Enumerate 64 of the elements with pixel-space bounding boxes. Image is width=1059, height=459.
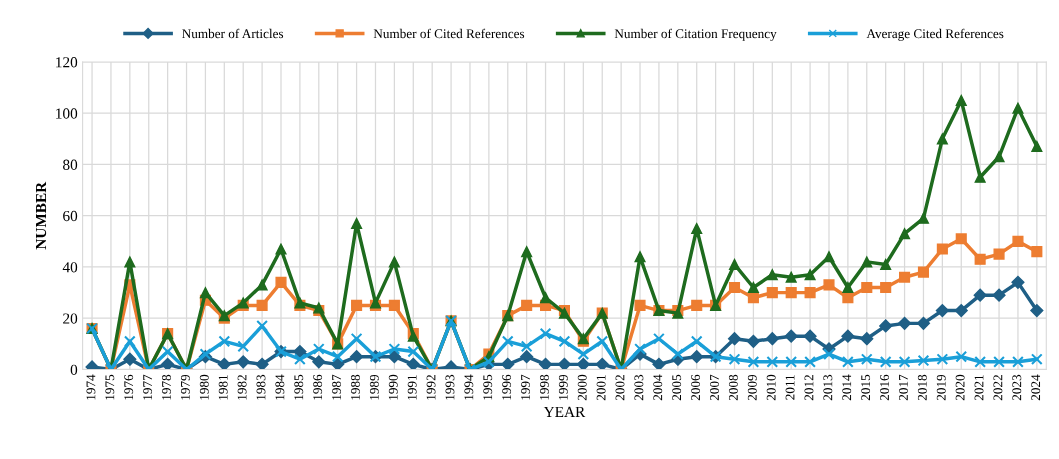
x-tick-label: 2001 bbox=[596, 375, 606, 401]
x-tick-label: 1999 bbox=[558, 374, 568, 400]
x-tick-label: 1989 bbox=[369, 374, 379, 400]
x-tick-label: 1994 bbox=[464, 374, 474, 400]
y-tick-label: 40 bbox=[62, 262, 78, 273]
x-tick-label: 2009 bbox=[747, 374, 757, 401]
y-tick-label: 120 bbox=[56, 57, 78, 68]
x-tick-label: 2023 bbox=[1012, 374, 1022, 401]
x-tick-label: 2013 bbox=[823, 374, 833, 401]
x-tick-label: 1986 bbox=[313, 374, 323, 400]
x-tick-label: 1993 bbox=[445, 374, 455, 400]
x-tick-label: 2007 bbox=[710, 374, 719, 401]
x-tick-label: 2015 bbox=[861, 374, 871, 401]
x-tick-label: 2008 bbox=[728, 374, 738, 401]
y-tick-label: 100 bbox=[56, 108, 78, 119]
x-tick-label: 2002 bbox=[615, 375, 625, 401]
x-tick-label: 2021 bbox=[974, 375, 984, 401]
x-tick-label: 2003 bbox=[634, 374, 644, 401]
x-tick-label: 2019 bbox=[936, 374, 946, 401]
x-tick-label: 2012 bbox=[804, 375, 814, 401]
legend-label: Number of Citation Frequency bbox=[614, 28, 777, 41]
legend-label: Number of Cited References bbox=[373, 28, 525, 39]
x-tick-label: 1975 bbox=[105, 374, 115, 400]
x-tick-label: 2000 bbox=[577, 374, 587, 401]
x-tick-label: 2011 bbox=[785, 375, 795, 400]
x-tick-label: 2006 bbox=[691, 374, 701, 401]
x-tick-label: 1998 bbox=[539, 374, 549, 400]
x-tick-label: 2014 bbox=[842, 374, 852, 401]
legend-label: Number of Articles bbox=[182, 28, 284, 39]
x-tick-label: 1977 bbox=[143, 374, 153, 400]
x-tick-label: 1991 bbox=[407, 375, 417, 400]
y-axis-title: NUMBER bbox=[36, 181, 47, 250]
x-tick-label: 1983 bbox=[256, 374, 266, 400]
x-tick-label: 1981 bbox=[218, 375, 228, 400]
x-tick-label: 2020 bbox=[955, 374, 965, 401]
x-tick-label: 2018 bbox=[917, 374, 927, 401]
y-tick-label: 60 bbox=[63, 210, 78, 222]
x-tick-label: 1980 bbox=[199, 374, 209, 400]
x-tick-label: 1982 bbox=[237, 375, 247, 400]
x-tick-label: 1988 bbox=[350, 374, 360, 400]
x-tick-label: 2004 bbox=[653, 374, 663, 401]
x-tick-label: 1995 bbox=[483, 374, 493, 400]
x-tick-label: 2005 bbox=[672, 374, 682, 401]
y-tick-label: 20 bbox=[63, 313, 78, 324]
x-axis-title: YEAR bbox=[543, 406, 586, 417]
y-tick-label: 80 bbox=[63, 159, 78, 170]
x-tick-label: 2016 bbox=[880, 374, 889, 401]
x-tick-label: 1979 bbox=[180, 374, 190, 400]
x-tick-label: 2010 bbox=[766, 374, 776, 401]
x-tick-label: 1987 bbox=[332, 374, 341, 400]
x-tick-label: 2024 bbox=[1031, 374, 1041, 401]
legend-label: Average Cited References bbox=[866, 28, 1004, 41]
x-tick-label: 1996 bbox=[502, 374, 512, 400]
x-tick-label: 1974 bbox=[86, 374, 96, 400]
x-tick-label: 2017 bbox=[898, 374, 908, 401]
y-tick-label: 0 bbox=[70, 364, 78, 375]
x-tick-label: 1984 bbox=[275, 374, 285, 400]
x-tick-label: 2022 bbox=[993, 375, 1003, 401]
x-tick-label: 1992 bbox=[426, 375, 436, 400]
x-tick-label: 1978 bbox=[162, 374, 171, 400]
x-tick-label: 1997 bbox=[521, 374, 530, 400]
x-tick-label: 1985 bbox=[294, 374, 304, 400]
x-tick-label: 1976 bbox=[124, 374, 134, 400]
x-tick-label: 1990 bbox=[388, 374, 398, 400]
